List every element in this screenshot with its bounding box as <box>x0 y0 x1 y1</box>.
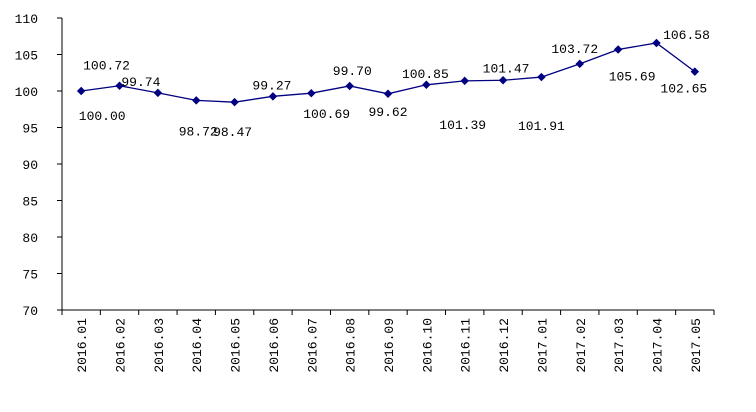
data-point-marker <box>613 45 623 54</box>
data-label: 100.72 <box>83 59 130 74</box>
data-point-marker <box>498 76 508 85</box>
x-tick-label: 2016.11 <box>459 318 474 373</box>
data-point-marker <box>460 76 469 86</box>
data-point-marker <box>422 80 431 90</box>
data-label: 103.72 <box>551 42 598 57</box>
x-tick-label: 2016.10 <box>420 318 435 373</box>
x-tick-label: 2016.09 <box>382 318 397 373</box>
data-point-marker <box>537 72 546 82</box>
x-tick-label: 2016.05 <box>229 318 244 373</box>
x-tick-label: 2016.06 <box>267 318 282 373</box>
axes <box>57 17 715 315</box>
x-tick-label: 2016.04 <box>190 318 205 373</box>
data-point-marker <box>115 81 124 90</box>
data-label: 102.65 <box>660 82 707 97</box>
data-point-marker <box>76 86 86 96</box>
x-tick-label: 2016.01 <box>75 318 90 373</box>
data-label: 101.91 <box>518 119 565 134</box>
x-tick-label: 2016.08 <box>344 318 359 373</box>
data-label: 100.69 <box>303 107 350 122</box>
x-tick-label: 2016.07 <box>305 318 320 373</box>
data-label: 98.72 <box>179 124 218 139</box>
x-tick-label: 2016.02 <box>114 318 129 373</box>
data-label: 101.47 <box>483 61 530 76</box>
data-point-marker <box>268 92 278 101</box>
x-tick-label: 2017.04 <box>650 318 665 373</box>
data-label: 99.27 <box>252 78 291 93</box>
y-tick-label: 75 <box>22 268 38 283</box>
data-label: 101.39 <box>439 118 486 133</box>
data-label: 99.62 <box>368 105 407 120</box>
y-tick-label: 100 <box>15 85 38 100</box>
y-tick-label: 90 <box>22 158 38 173</box>
data-point-marker <box>345 81 354 91</box>
y-tick-label: 70 <box>22 304 38 319</box>
data-label: 100.00 <box>79 109 126 124</box>
data-point-marker <box>307 88 316 98</box>
y-tick-label: 95 <box>22 122 38 137</box>
y-tick-label: 110 <box>15 12 38 27</box>
data-label: 105.69 <box>609 69 656 84</box>
data-label: 106.58 <box>663 28 710 43</box>
x-tick-label: 2017.03 <box>612 318 627 373</box>
x-tick-label: 2017.01 <box>535 318 550 373</box>
data-label: 100.85 <box>402 67 449 82</box>
data-label: 98.47 <box>213 125 252 140</box>
data-point-marker <box>230 97 239 107</box>
data-point-marker <box>191 96 201 105</box>
y-tick-label: 80 <box>22 231 38 246</box>
data-point-marker <box>383 89 393 99</box>
y-tick-label: 105 <box>15 49 38 64</box>
x-tick-label: 2017.05 <box>689 318 704 373</box>
series <box>76 38 700 107</box>
x-tick-label: 2016.12 <box>497 318 512 373</box>
data-label: 99.70 <box>333 64 372 79</box>
x-tick-label: 2017.02 <box>574 318 589 373</box>
data-label: 99.74 <box>121 75 160 90</box>
x-tick-label: 2016.03 <box>152 318 167 373</box>
y-tick-label: 85 <box>22 195 38 210</box>
data-point-marker <box>575 59 585 69</box>
data-point-marker <box>153 88 163 98</box>
tick-labels: 70 75 80 85 90 95 100 105 110 2016.01 2016.02 2016.… <box>15 12 704 373</box>
